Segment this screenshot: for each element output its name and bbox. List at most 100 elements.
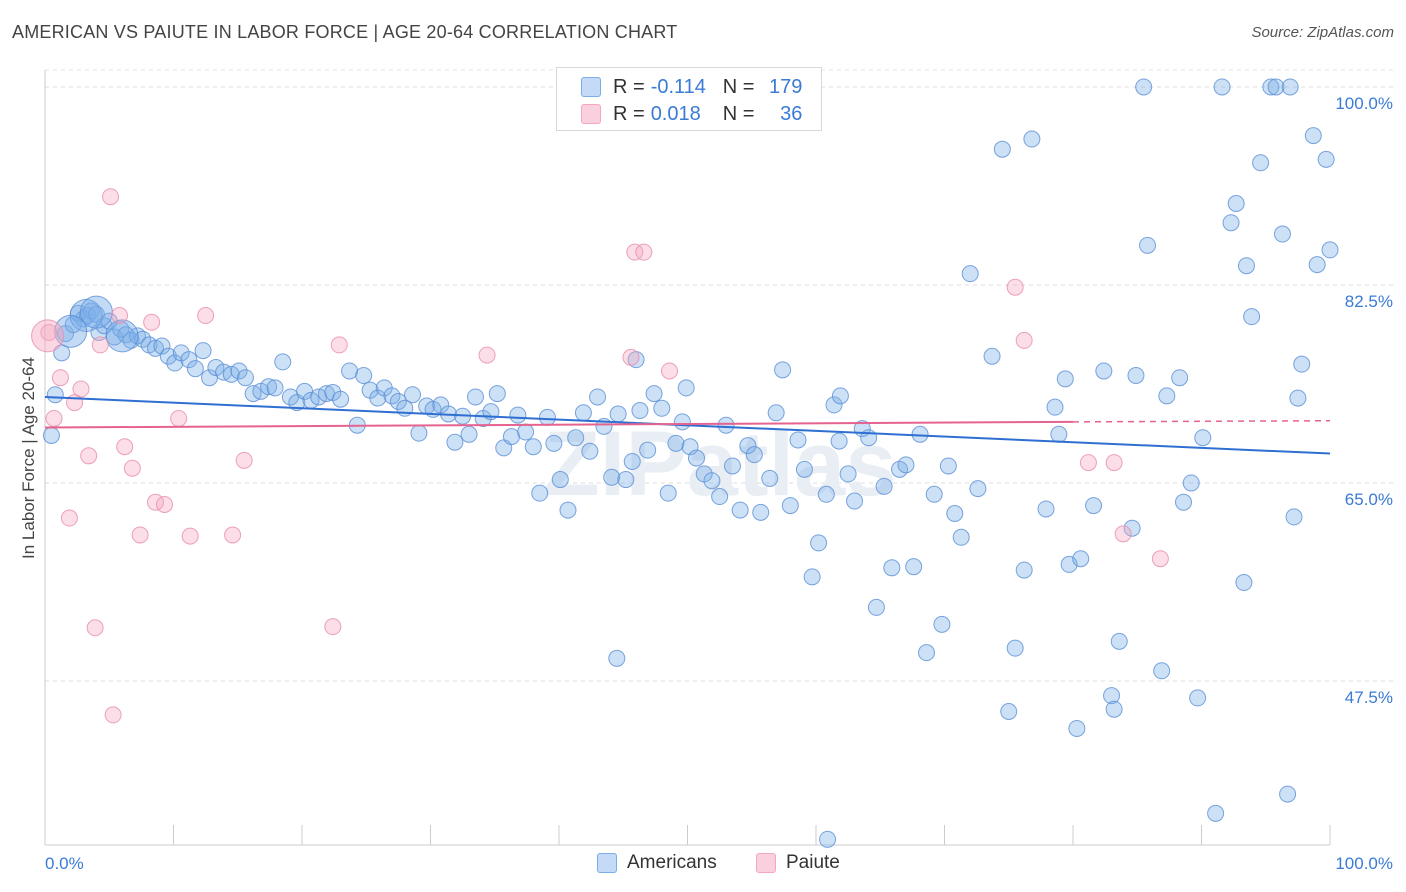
data-point [1037, 500, 1055, 518]
data-point [1006, 639, 1024, 657]
data-point [1227, 195, 1245, 213]
data-point [91, 336, 109, 354]
data-point [1079, 454, 1097, 472]
data-point [230, 362, 248, 380]
data-point [330, 336, 348, 354]
data-point [581, 442, 599, 460]
legend-r-label: R = [613, 102, 645, 125]
data-point [104, 706, 122, 724]
data-point [1050, 425, 1068, 443]
legend-n-value: 179 [769, 75, 803, 98]
source-label: Source: ZipAtlas.com [1251, 24, 1394, 41]
data-point [1182, 474, 1200, 492]
y-tick-label: 65.0% [1345, 490, 1393, 509]
tick-labels: 100.0% 82.5% 65.0% 47.5% 0.0% 100.0% [45, 94, 1393, 873]
data-point [1194, 429, 1212, 447]
series-label-paiute: Paiute [786, 852, 840, 873]
data-point [194, 342, 212, 360]
x-tick-label: 100.0% [1335, 854, 1393, 873]
data-point [1175, 493, 1193, 511]
data-point [46, 386, 64, 404]
data-point [1243, 308, 1261, 326]
data-point [969, 480, 987, 498]
data-point [623, 452, 641, 470]
series-legend-americans[interactable]: Americans [597, 852, 717, 874]
legend-r-value: 0.018 [650, 102, 701, 125]
data-point [1023, 130, 1041, 148]
data-point [687, 449, 705, 467]
correlation-legend: R = -0.114 N = 179 R = 0.018 N = 36 [556, 67, 822, 131]
data-point [661, 362, 679, 380]
data-point [1006, 278, 1024, 296]
data-point [551, 471, 569, 489]
data-point [524, 438, 542, 456]
data-point [116, 438, 134, 456]
data-point [781, 497, 799, 515]
data-point [1235, 574, 1253, 592]
data-point [153, 337, 171, 355]
data-point [767, 404, 785, 422]
data-point [603, 468, 621, 486]
data-point [260, 378, 278, 396]
data-point [1289, 389, 1307, 407]
data-point [1262, 78, 1280, 96]
data-point [1135, 78, 1153, 96]
y-tick-label: 82.5% [1345, 292, 1393, 311]
data-point [667, 434, 685, 452]
data-point [1285, 508, 1303, 526]
data-point [466, 388, 484, 406]
data-point [111, 307, 129, 325]
data-point [745, 446, 763, 464]
data-point [723, 457, 741, 475]
data-point [993, 140, 1011, 158]
data-point [952, 528, 970, 546]
data-point [517, 423, 535, 441]
legend-r-label: R = [613, 75, 645, 98]
data-point [531, 484, 549, 502]
data-point-large [79, 295, 113, 329]
data-point [1171, 369, 1189, 387]
data-point [147, 339, 165, 357]
data-point [446, 433, 464, 451]
data-point [589, 388, 607, 406]
data-point [383, 387, 401, 405]
data-point [266, 379, 284, 397]
data-point [460, 425, 478, 443]
data-point [659, 484, 677, 502]
series-label-americans: Americans [627, 852, 717, 873]
legend-r-value: -0.114 [650, 75, 706, 98]
data-point [635, 243, 653, 261]
data-point [1304, 127, 1322, 145]
data-point [1072, 550, 1090, 568]
data-point [538, 408, 556, 426]
legend-row-paiute: R = 0.018 N = 36 [581, 102, 802, 126]
series-legend-paiute[interactable]: Paiute [756, 852, 840, 874]
data-point [925, 485, 943, 503]
data-point [197, 307, 215, 325]
data-point [235, 451, 253, 469]
data-point [102, 188, 120, 206]
data-point [404, 386, 422, 404]
data-point [883, 559, 901, 577]
data-point [545, 434, 563, 452]
data-point [739, 437, 757, 455]
data-point-large [54, 314, 88, 348]
legend-n-label: N = [722, 102, 755, 125]
data-point [1321, 241, 1339, 259]
data-point [1252, 154, 1270, 172]
y-axis-title: In Labor Force | Age 20-64 [19, 357, 38, 559]
data-point [1068, 719, 1086, 737]
data-point [817, 485, 835, 503]
data-point [673, 413, 691, 431]
data-point [1237, 257, 1255, 275]
data-point [40, 323, 58, 341]
data-point [645, 385, 663, 403]
data-point [143, 313, 161, 331]
data-point [274, 353, 292, 371]
data-point [1279, 785, 1297, 803]
legend-swatch-paiute [581, 104, 601, 124]
data-point [1085, 497, 1103, 515]
data-point [1046, 398, 1064, 416]
data-point [1000, 702, 1018, 720]
data-point [170, 409, 188, 427]
